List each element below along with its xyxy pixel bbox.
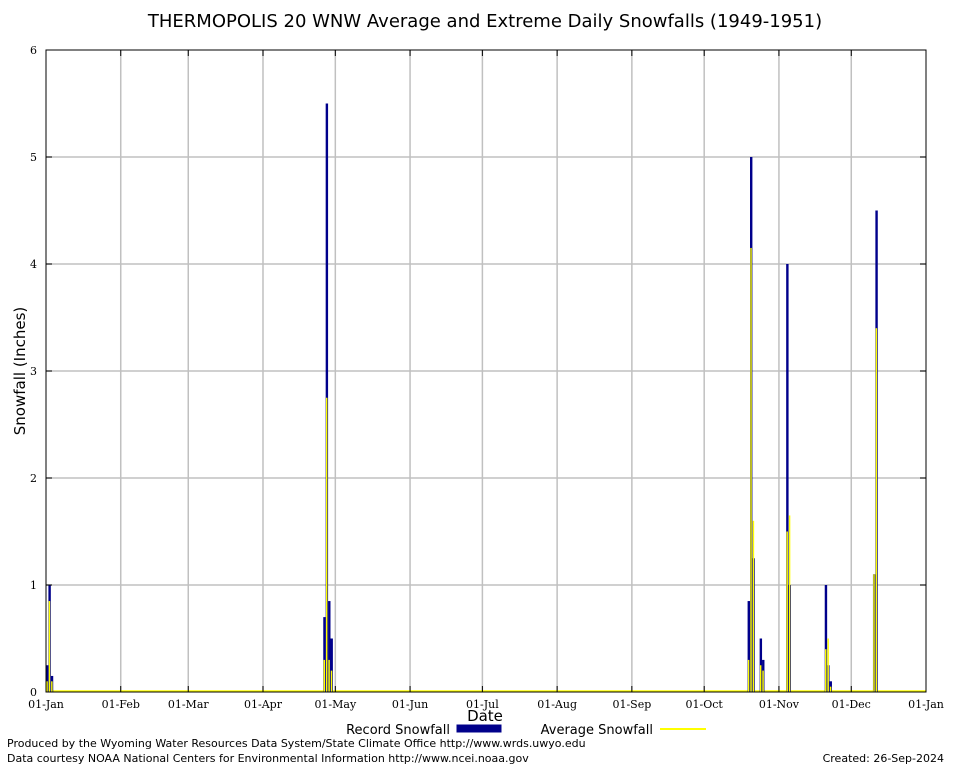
record-bar [330, 638, 333, 692]
x-tick-label: 01-Aug [537, 698, 577, 711]
average-bar [750, 247, 752, 692]
x-tick-label: 01-Feb [102, 698, 140, 711]
record-bar [328, 601, 331, 692]
y-tick-label: 5 [30, 151, 37, 164]
y-tick-label: 0 [30, 686, 37, 699]
y-tick-label: 3 [30, 365, 37, 378]
average-bar [747, 659, 750, 692]
average-bar [46, 681, 48, 692]
average-bar [752, 520, 755, 692]
average-bar [328, 659, 330, 692]
average-bar [875, 328, 878, 692]
bar-series [46, 103, 878, 692]
average-bar [827, 638, 829, 692]
legend: Record Snowfall Average Snowfall [346, 723, 706, 738]
x-tick-label: 01-Dec [832, 698, 871, 711]
average-bar [788, 515, 791, 692]
legend-swatch-record [456, 724, 502, 733]
record-bar [323, 617, 326, 692]
x-tick-label: 01-Jan [28, 698, 64, 711]
credit-line-2: Data courtesy NOAA National Centers for … [7, 752, 529, 765]
average-bar [759, 665, 762, 692]
average-bar [330, 670, 333, 692]
x-tick-label: 01-Nov [759, 698, 800, 711]
x-tick-label: 01-Sep [612, 698, 651, 711]
credit-line-1: Produced by the Wyoming Water Resources … [7, 737, 586, 750]
x-tick-label: 01-Oct [686, 698, 724, 711]
average-bar [786, 531, 788, 692]
x-tick-label: 01-Mar [168, 698, 210, 711]
average-bar [51, 681, 53, 692]
record-bar [747, 601, 750, 692]
created-date: Created: 26-Sep-2024 [822, 752, 944, 765]
average-bar [825, 649, 827, 692]
average-bar [323, 659, 326, 692]
chart-title: THERMOPOLIS 20 WNW Average and Extreme D… [147, 11, 822, 32]
legend-label-average: Average Snowfall [541, 723, 653, 738]
x-tick-label: 01-Jan [908, 698, 944, 711]
x-tick-label: 01-Jul [466, 698, 499, 711]
grid-lines [46, 50, 926, 692]
average-bar [48, 601, 51, 692]
record-bar [824, 585, 828, 692]
record-bar [46, 665, 49, 692]
x-tick-label: 01-Jun [392, 698, 428, 711]
average-bar [325, 397, 328, 692]
average-bar [762, 670, 764, 692]
legend-label-record: Record Snowfall [346, 723, 450, 738]
x-tick-label: 01-Apr [244, 698, 283, 711]
record-bar [786, 264, 789, 692]
average-bar [829, 686, 832, 692]
x-axis-label: Date [467, 707, 503, 725]
y-tick-label: 6 [30, 44, 37, 57]
average-bar [873, 574, 875, 692]
x-tick-label: 01-May [314, 698, 357, 711]
y-axis-label: Snowfall (Inches) [11, 307, 29, 435]
y-tick-label: 2 [30, 472, 37, 485]
y-tick-label: 4 [30, 258, 37, 271]
y-tick-label: 1 [30, 579, 37, 592]
axis-ticks: 0 1 2 3 4 5 6 01-Jan 01-Feb 01-Mar 01-Apr 01-May 01-… [28, 44, 944, 711]
